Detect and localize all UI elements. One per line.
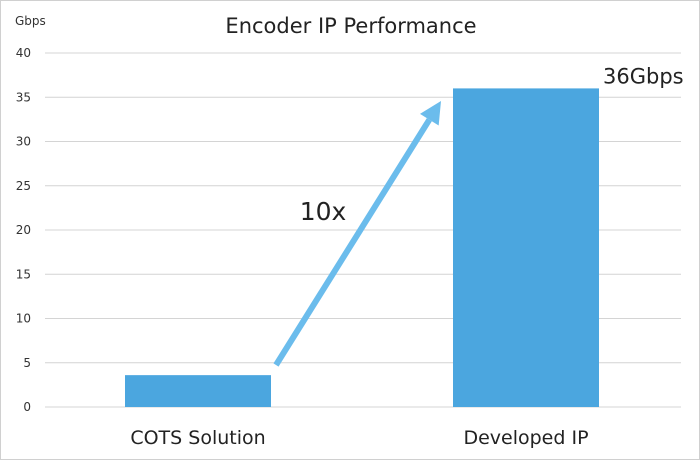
annotation-arrow-group	[273, 101, 441, 367]
annotation-arrow-shaft	[273, 118, 432, 367]
x-category-label: Developed IP	[463, 427, 588, 449]
y-tick-label: 5	[23, 356, 31, 370]
y-tick-label: 0	[23, 400, 31, 414]
bar	[453, 88, 599, 408]
y-tick-label: 15	[16, 267, 31, 281]
y-tick-label: 10	[16, 312, 31, 326]
y-tick-label: 20	[16, 223, 31, 237]
y-tick-label: 35	[16, 90, 31, 104]
x-axis-labels: COTS Solution Developed IP	[130, 427, 588, 449]
bars	[125, 88, 599, 408]
data-labels: 36Gbps	[603, 64, 684, 88]
y-axis-unit-label: Gbps	[15, 14, 46, 28]
bar-data-label: 36Gbps	[603, 64, 684, 88]
y-axis-ticks: 0 5 10 15 20 25 30 35 40	[16, 46, 31, 414]
chart-title: Encoder IP Performance	[225, 14, 476, 38]
y-tick-label: 30	[16, 135, 31, 149]
y-tick-label: 40	[16, 46, 31, 60]
x-category-label: COTS Solution	[130, 427, 265, 449]
y-tick-label: 25	[16, 179, 31, 193]
bar	[125, 375, 271, 407]
annotation-multiplier-label: 10x	[300, 197, 347, 226]
annotation-arrow-head	[420, 101, 441, 126]
